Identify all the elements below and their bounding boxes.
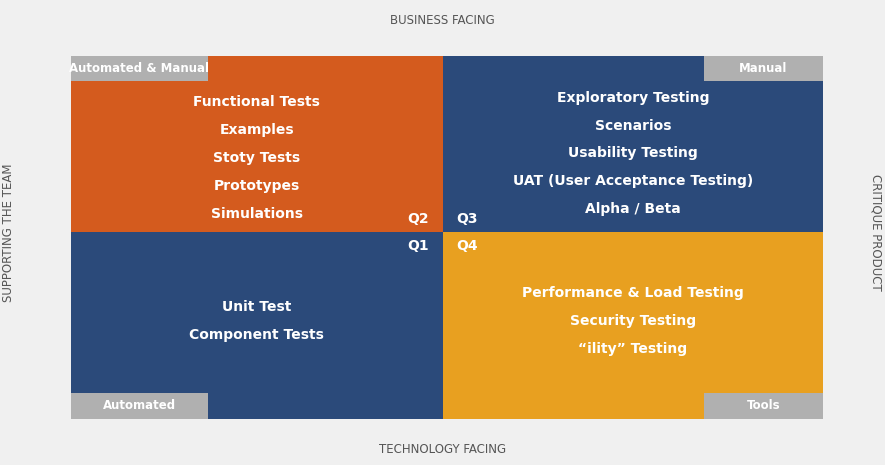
FancyBboxPatch shape bbox=[704, 56, 823, 81]
Text: SUPPORTING THE TEAM: SUPPORTING THE TEAM bbox=[3, 163, 15, 302]
FancyBboxPatch shape bbox=[704, 393, 823, 419]
FancyBboxPatch shape bbox=[71, 56, 442, 232]
Text: Q1: Q1 bbox=[408, 239, 429, 253]
FancyBboxPatch shape bbox=[71, 232, 442, 418]
FancyBboxPatch shape bbox=[71, 393, 208, 419]
Text: BUSINESS FACING: BUSINESS FACING bbox=[390, 14, 495, 27]
Text: Examples: Examples bbox=[219, 123, 294, 137]
Text: Manual: Manual bbox=[739, 62, 788, 75]
FancyBboxPatch shape bbox=[71, 56, 208, 81]
Text: UAT (User Acceptance Testing): UAT (User Acceptance Testing) bbox=[512, 174, 753, 188]
Text: CRITIQUE PRODUCT: CRITIQUE PRODUCT bbox=[870, 174, 882, 291]
Text: TECHNOLOGY FACING: TECHNOLOGY FACING bbox=[379, 443, 506, 456]
Text: Alpha / Beta: Alpha / Beta bbox=[585, 202, 681, 216]
FancyBboxPatch shape bbox=[442, 56, 823, 232]
FancyBboxPatch shape bbox=[442, 232, 823, 418]
Text: Unit Test: Unit Test bbox=[222, 300, 291, 314]
Text: Prototypes: Prototypes bbox=[213, 179, 300, 193]
Text: Stoty Tests: Stoty Tests bbox=[213, 151, 300, 165]
Text: Q2: Q2 bbox=[408, 212, 429, 226]
Text: Scenarios: Scenarios bbox=[595, 119, 671, 133]
Text: Usability Testing: Usability Testing bbox=[568, 146, 697, 160]
Text: Security Testing: Security Testing bbox=[570, 314, 696, 328]
Text: Simulations: Simulations bbox=[211, 207, 303, 221]
Text: Automated: Automated bbox=[103, 399, 176, 412]
Text: Tools: Tools bbox=[747, 399, 780, 412]
Text: Component Tests: Component Tests bbox=[189, 328, 324, 342]
Text: Performance & Load Testing: Performance & Load Testing bbox=[522, 286, 743, 300]
Text: Exploratory Testing: Exploratory Testing bbox=[557, 91, 709, 105]
Text: Q3: Q3 bbox=[456, 212, 477, 226]
Text: “ility” Testing: “ility” Testing bbox=[578, 342, 688, 356]
Text: Functional Tests: Functional Tests bbox=[193, 95, 320, 109]
Text: Q4: Q4 bbox=[456, 239, 477, 253]
Text: Automated & Manual: Automated & Manual bbox=[69, 62, 210, 75]
